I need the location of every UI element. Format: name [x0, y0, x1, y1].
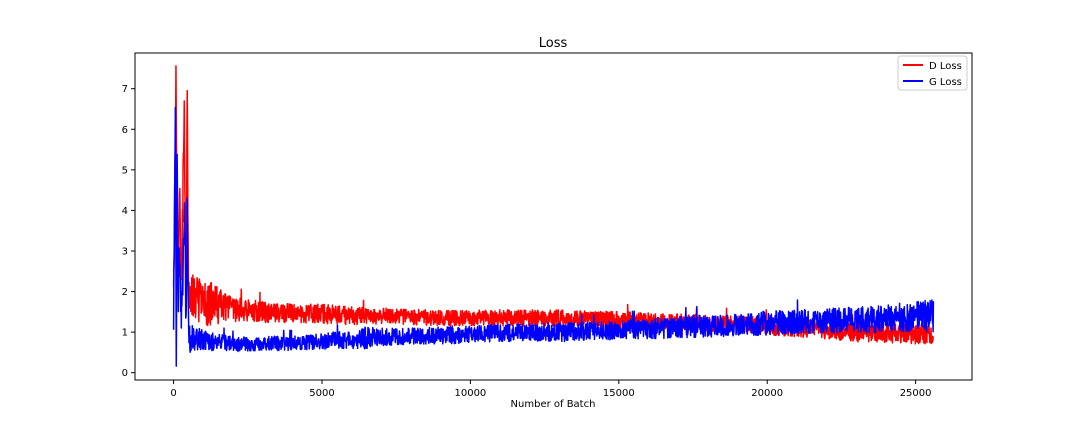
- y-tick-label: 5: [122, 165, 128, 176]
- plot-lines: [172, 65, 935, 367]
- series-line-g-loss: [172, 106, 935, 367]
- x-tick-label: 5000: [309, 388, 334, 399]
- y-tick-label: 2: [122, 287, 128, 298]
- x-tick-label: 10000: [454, 388, 486, 399]
- series-line-d-loss: [172, 65, 935, 345]
- y-tick-label: 6: [122, 125, 128, 136]
- y-tick-label: 4: [122, 206, 128, 217]
- x-tick-label: 20000: [751, 388, 783, 399]
- x-axis: 0 5000 10000 15000 20000 25000: [170, 380, 932, 399]
- legend-label-d-loss: D Loss: [929, 61, 962, 72]
- y-tick-label: 7: [122, 84, 128, 95]
- legend-label-g-loss: G Loss: [929, 77, 962, 88]
- x-axis-label: Number of Batch: [511, 399, 596, 410]
- y-tick-label: 1: [122, 328, 128, 339]
- y-tick-label: 3: [122, 246, 128, 257]
- x-tick-label: 0: [170, 388, 176, 399]
- legend: D Loss G Loss: [897, 55, 968, 91]
- y-axis: 0 1 2 3 4 5 6 7: [122, 84, 135, 379]
- chart-title: Loss: [539, 36, 568, 51]
- x-tick-label: 15000: [603, 388, 635, 399]
- y-tick-label: 0: [122, 368, 128, 379]
- x-tick-label: 25000: [900, 388, 932, 399]
- plot-frame: [134, 52, 973, 381]
